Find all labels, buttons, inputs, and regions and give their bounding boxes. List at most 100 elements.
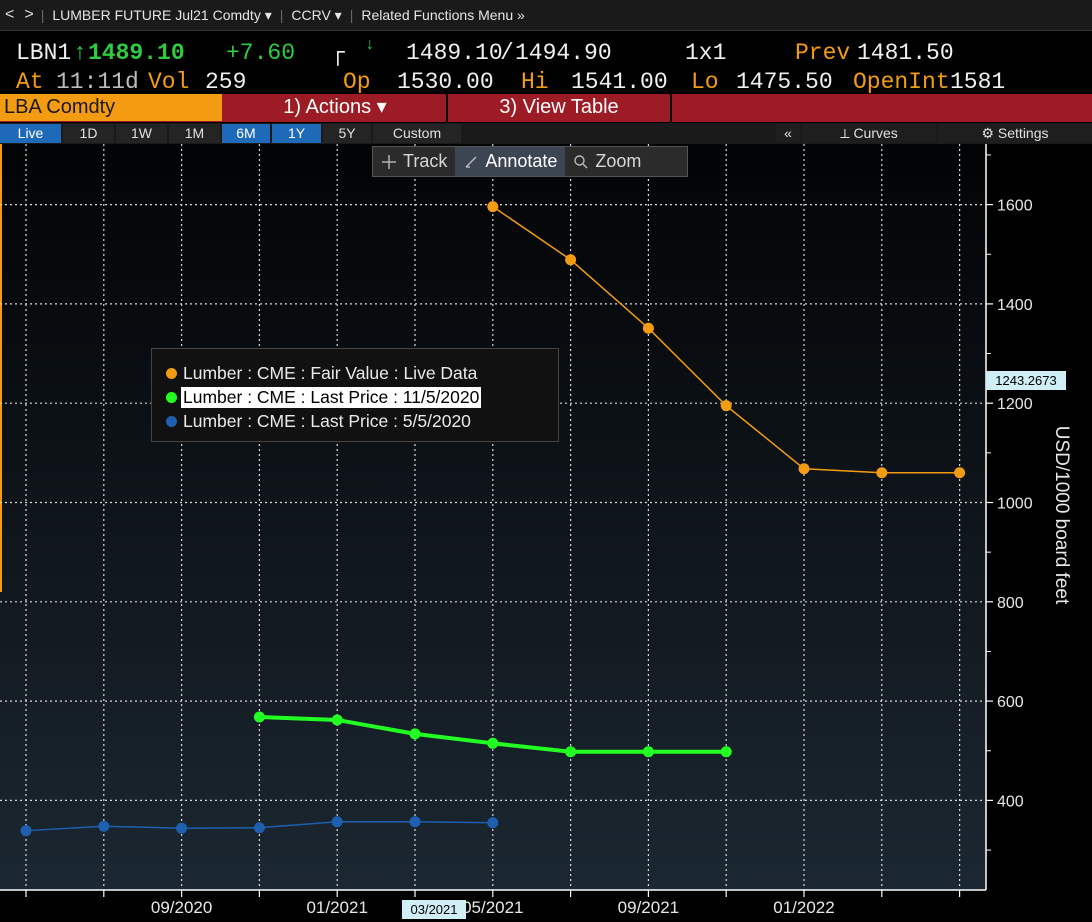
series-group [20,201,966,837]
data-point[interactable] [331,816,343,828]
ticker-input[interactable]: LBA Comdty [0,94,222,121]
vol-label: Vol [148,69,190,95]
legend-label: Lumber : CME : Fair Value : Live Data [183,362,478,383]
downtick-icon: ↓ [365,36,375,54]
curves-label: Curves [853,125,898,141]
data-point[interactable] [720,400,732,412]
magnifier-icon [574,154,588,168]
crosshair-icon [382,154,396,169]
related-functions-menu[interactable]: Related Functions Menu » [361,7,525,23]
y-tick-label: 1400 [997,297,1033,314]
prev-close: 1481.50 [857,40,954,66]
quote-panel: LBN1 ↑ 1489.10 +7.60 ┌ ↓ 1489.10 / 1494.… [0,36,1092,95]
collapse-icon[interactable]: « [776,124,800,143]
data-point[interactable] [642,746,654,758]
period-1m-button[interactable]: 1M [169,124,220,143]
left-edge-marker [0,144,2,592]
gear-icon: ⚙ [981,125,995,141]
y-tick-label: 1000 [997,496,1033,513]
nav-separator: | [40,7,45,23]
period-selector-bar: Live 1D 1W 1M 6M 1Y 5Y Custom « ⟂ Curves… [0,123,1092,144]
data-point[interactable] [565,746,577,758]
data-point[interactable] [409,816,421,828]
legend-marker-last-nov [166,391,177,403]
period-custom-button[interactable]: Custom [373,124,461,143]
settings-button[interactable]: ⚙ Settings [938,124,1092,143]
function-bar: LBA Comdty 1) Actions ▾ 3) View Table [0,94,1092,122]
legend-item[interactable]: Lumber : CME : Fair Value : Live Data [152,361,558,385]
low-label: Lo [691,69,719,95]
legend-item[interactable]: Lumber : CME : Last Price : 11/5/2020 [152,385,558,409]
quote-time: 11:11d [56,69,139,95]
period-1w-button[interactable]: 1W [116,124,167,143]
track-button[interactable]: Track [373,147,455,176]
legend-marker-last-may [166,415,177,427]
bid-ask-size: 1x1 [685,40,727,66]
y-axis: 400 600 800 1000 1200 1400 1600 [986,154,1033,851]
net-change: +7.60 [226,40,296,66]
data-point[interactable] [331,714,343,726]
nav-separator: | [349,7,354,23]
function-dropdown[interactable]: CCRV ▾ [291,6,342,23]
period-6m-button[interactable]: 6M [222,124,270,143]
forward-arrow-icon[interactable]: > [24,6,34,23]
data-point[interactable] [253,711,265,723]
data-point[interactable] [798,463,810,475]
y-tick-label: 1600 [997,198,1033,215]
security-dropdown[interactable]: LUMBER FUTURE Jul21 Comdty ▾ [52,6,272,23]
annotate-button[interactable]: Annotate [455,147,566,176]
chart-toolbar: Track Annotate Zoom [372,146,688,177]
data-point[interactable] [20,825,32,837]
data-point[interactable] [176,822,188,834]
curves-icon: ⟂ [840,125,850,141]
period-1d-button[interactable]: 1D [63,124,114,143]
y-tick-label: 600 [997,694,1024,711]
legend-label: Lumber : CME : Last Price : 11/5/2020 [181,386,482,408]
annotate-label: Annotate [485,151,558,171]
data-point[interactable] [409,728,421,740]
bid-price: 1489.10 [406,40,503,66]
last-value-marker: 1243.2673 [986,371,1066,390]
data-point[interactable] [642,322,654,334]
data-point[interactable] [253,822,265,834]
legend-item[interactable]: Lumber : CME : Last Price : 5/5/2020 [152,409,558,433]
zoom-button[interactable]: Zoom [565,147,649,176]
data-point[interactable] [487,817,499,829]
view-table-button[interactable]: 3) View Table [448,94,672,122]
open-interest-label: OpenInt [853,69,950,95]
data-point[interactable] [487,737,499,749]
zoom-label: Zoom [595,151,642,171]
volume: 259 [205,69,247,95]
data-point[interactable] [720,746,732,758]
data-point[interactable] [98,820,110,832]
quote-ticker: LBN1 [16,40,72,66]
data-point[interactable] [487,201,499,213]
back-arrow-icon[interactable]: < [5,6,15,23]
settings-label: Settings [997,125,1049,141]
open-interest: 1581 [950,69,1006,95]
period-1y-button[interactable]: 1Y [272,124,321,143]
data-point[interactable] [876,467,888,479]
top-nav-bar: < > | LUMBER FUTURE Jul21 Comdty ▾ | CCR… [0,0,1092,31]
track-label: Track [403,151,448,171]
curves-button[interactable]: ⟂ Curves [802,124,936,143]
last-price: 1489.10 [88,40,185,66]
bracket-icon: ┌ [331,40,345,66]
data-point[interactable] [954,467,966,479]
uptick-icon: ↑ [73,40,87,66]
high-price: 1541.00 [571,69,668,95]
forward-curve-chart[interactable]: 400 600 800 1000 1200 1400 1600 09/2020 01/2021… [0,144,1092,922]
chart-legend[interactable]: Lumber : CME : Fair Value : Live Data Lu… [151,348,559,442]
x-tick-label: 09/2021 [618,898,679,917]
cursor-date-label: 03/2021 [402,900,466,919]
legend-label: Lumber : CME : Last Price : 5/5/2020 [183,410,471,431]
at-label: At [16,69,44,95]
y-tick-label: 800 [997,595,1024,612]
actions-button[interactable]: 1) Actions ▾ [224,94,448,122]
y-tick-label: 1200 [997,396,1033,413]
period-5y-button[interactable]: 5Y [323,124,371,143]
data-point[interactable] [565,254,577,266]
x-tick-label: 09/2020 [151,898,212,917]
period-live-button[interactable]: Live [0,124,61,143]
x-tick-label: 01/2022 [773,898,834,917]
